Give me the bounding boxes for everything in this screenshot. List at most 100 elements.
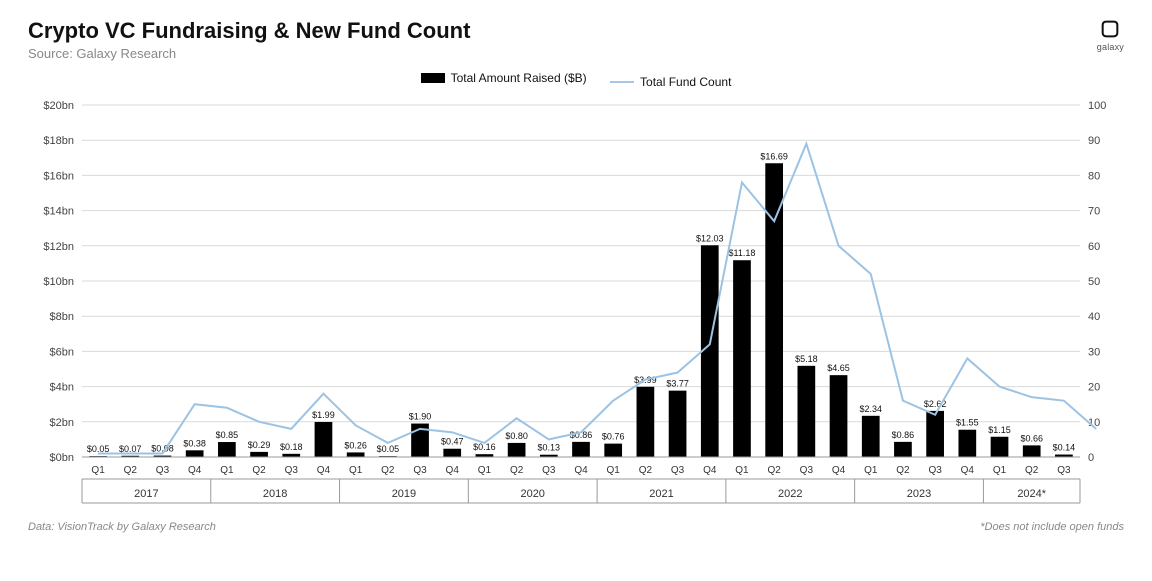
bar-value-label: $0.66 [1020,433,1043,443]
y-right-tick: 60 [1088,241,1100,253]
x-quarter-label: Q4 [317,465,331,476]
bar [701,245,719,457]
bar-value-label: $0.07 [119,444,142,454]
bar [186,450,204,457]
x-quarter-label: Q1 [607,465,621,476]
x-quarter-label: Q2 [1025,465,1039,476]
x-quarter-label: Q4 [703,465,717,476]
x-quarter-label: Q3 [413,465,427,476]
bar-value-label: $0.13 [538,443,561,453]
bar-value-label: $1.55 [956,418,979,428]
x-year-label: 2024* [1017,488,1046,500]
bar [862,416,880,457]
x-quarter-label: Q3 [542,465,556,476]
bar [830,375,848,457]
legend-line: Total Fund Count [610,75,731,89]
bar-value-label: $5.18 [795,354,818,364]
y-right-tick: 90 [1088,135,1100,147]
x-quarter-label: Q4 [446,465,460,476]
x-quarter-label: Q4 [832,465,846,476]
x-year-label: 2023 [907,488,931,500]
x-year-label: 2020 [520,488,544,500]
y-left-tick: $2bn [50,417,74,429]
x-year-label: 2017 [134,488,158,500]
chart-title: Crypto VC Fundraising & New Fund Count [28,18,470,44]
bar-value-label: $11.18 [729,248,756,258]
x-quarter-label: Q2 [252,465,266,476]
bar-labels: $0.05$0.07$0.08$0.38$0.85$0.29$0.18$1.99… [87,151,1075,454]
legend-line-swatch [610,81,634,83]
x-quarter-label: Q1 [735,465,749,476]
bar [733,260,751,457]
y-left-tick: $10bn [43,276,74,288]
bar [669,391,687,457]
chart-subtitle: Source: Galaxy Research [28,46,470,61]
y-left-tick: $4bn [50,382,74,394]
y-right-tick: 100 [1088,100,1106,112]
x-quarter-label: Q2 [896,465,910,476]
bar-value-label: $0.86 [892,430,915,440]
bar-value-label: $0.26 [344,440,367,450]
bar [798,366,816,457]
x-quarter-label: Q1 [864,465,878,476]
y-left-tick: $20bn [43,100,74,112]
y-left-tick: $6bn [50,346,74,358]
bar-value-label: $4.65 [827,363,850,373]
bar [926,411,944,457]
x-quarter-label: Q3 [1057,465,1071,476]
y-right-tick: 0 [1088,452,1094,464]
bar [315,422,333,457]
galaxy-icon [1099,18,1121,40]
y-left-tick: $18bn [43,135,74,147]
chart-svg: $0bn $2bn $4bn $6bn $8bn $10bn $12bn $14bn $16bn… [28,95,1124,515]
y-right-tick: 70 [1088,206,1100,218]
x-quarter-label: Q1 [993,465,1007,476]
legend-bar-swatch [421,73,445,83]
bar-value-label: $0.14 [1053,443,1076,453]
bar-value-label: $0.47 [441,437,464,447]
x-quarter-label: Q4 [188,465,202,476]
bar-value-label: $0.38 [183,438,206,448]
legend-line-label: Total Fund Count [640,75,731,89]
y-right-tick: 50 [1088,276,1100,288]
bar-value-label: $0.29 [248,440,271,450]
y-right-tick: 30 [1088,346,1100,358]
bar [637,387,655,457]
bar-value-label: $0.76 [602,432,625,442]
brand-logo-text: galaxy [1097,42,1124,52]
x-quarter-label: Q3 [285,465,299,476]
x-quarter-label: Q3 [671,465,685,476]
bar-value-label: $0.05 [377,444,400,454]
bar-value-label: $2.34 [859,404,882,414]
brand-logo: galaxy [1097,18,1124,52]
y-left-tick: $0bn [50,452,74,464]
bar [894,442,912,457]
bar [572,442,590,457]
bar-value-label: $0.85 [216,430,239,440]
x-year-label: 2019 [392,488,416,500]
bar-value-label: $12.03 [696,233,724,243]
x-quarter-label: Q1 [349,465,363,476]
y-left-tick: $12bn [43,241,74,253]
bar-value-label: $1.15 [988,425,1011,435]
x-year-label: 2022 [778,488,802,500]
legend-bar: Total Amount Raised ($B) [421,71,587,85]
x-quarter-label: Q4 [574,465,588,476]
y-left-tick: $8bn [50,311,74,323]
x-quarter-label: Q3 [800,465,814,476]
y-left-tick: $14bn [43,206,74,218]
x-quarter-label: Q1 [91,465,105,476]
bar-value-label: $1.90 [409,412,432,422]
y-right-tick: 80 [1088,170,1100,182]
legend-bar-label: Total Amount Raised ($B) [451,71,587,85]
bar [347,452,365,457]
footer-left: Data: VisionTrack by Galaxy Research [28,521,216,533]
bar [991,437,1009,457]
bar [1023,445,1041,457]
x-quarter-label: Q4 [961,465,975,476]
chart-area: $0bn $2bn $4bn $6bn $8bn $10bn $12bn $14bn $16bn… [28,95,1124,515]
bar-value-label: $3.77 [666,379,689,389]
bar [218,442,236,457]
footer-right: *Does not include open funds [980,521,1124,533]
y-left-tick: $16bn [43,170,74,182]
